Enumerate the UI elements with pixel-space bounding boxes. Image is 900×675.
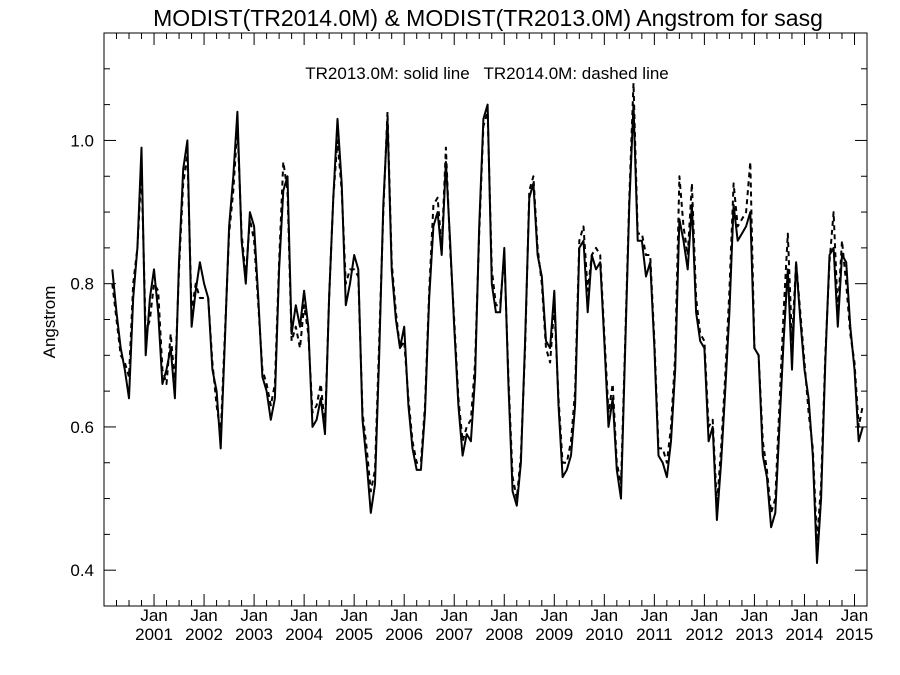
x-tick-month: Jan — [290, 606, 317, 625]
series-layer — [111, 82, 864, 564]
x-tick-month: Jan — [240, 606, 267, 625]
x-tick-year: 2014 — [786, 625, 824, 644]
x-tick-year: 2015 — [836, 625, 874, 644]
x-tick-year: 2012 — [685, 625, 723, 644]
series-annotation: TR2013.0M: solid line TR2014.0M: dashed … — [305, 64, 669, 83]
x-tick-year: 2008 — [485, 625, 523, 644]
series-line-tr2014-0m — [111, 82, 864, 543]
x-tick-month: Jan — [491, 606, 518, 625]
y-axis: 0.4 0.6 0.8 1.0 — [70, 32, 867, 607]
x-tick-month: Jan — [390, 606, 417, 625]
x-tick-month: Jan — [641, 606, 668, 625]
x-tick-year: 2010 — [585, 625, 623, 644]
x-tick-year: 2009 — [535, 625, 573, 644]
chart-title: MODIST(TR2014.0M) & MODIST(TR2013.0M) An… — [153, 5, 823, 31]
x-tick-month: Jan — [190, 606, 217, 625]
x-tick-year: 2002 — [185, 625, 223, 644]
x-tick-month: Jan — [441, 606, 468, 625]
y-tick-label: 0.4 — [70, 561, 94, 580]
x-tick-month: Jan — [140, 606, 167, 625]
x-tick-month: Jan — [340, 606, 367, 625]
y-tick-label: 0.8 — [70, 275, 94, 294]
y-tick-label: 0.6 — [70, 418, 94, 437]
x-tick-month: Jan — [741, 606, 768, 625]
x-tick-year: 2004 — [285, 625, 323, 644]
x-tick-year: 2003 — [235, 625, 273, 644]
x-tick-month: Jan — [691, 606, 718, 625]
series-line-tr2013-0m — [111, 103, 864, 564]
x-tick-year: 2006 — [385, 625, 423, 644]
x-tick-year: 2007 — [435, 625, 473, 644]
x-axis: Jan2001Jan2002Jan2003Jan2004Jan2005Jan20… — [103, 33, 874, 644]
x-tick-month: Jan — [841, 606, 868, 625]
x-tick-year: 2001 — [135, 625, 173, 644]
x-tick-year: 2005 — [335, 625, 373, 644]
x-tick-year: 2011 — [636, 625, 673, 644]
x-tick-year: 2013 — [736, 625, 774, 644]
x-tick-month: Jan — [791, 606, 818, 625]
x-tick-month: Jan — [541, 606, 568, 625]
y-axis-label: Angstrom — [40, 286, 59, 359]
y-tick-label: 1.0 — [70, 131, 94, 150]
x-tick-month: Jan — [591, 606, 618, 625]
